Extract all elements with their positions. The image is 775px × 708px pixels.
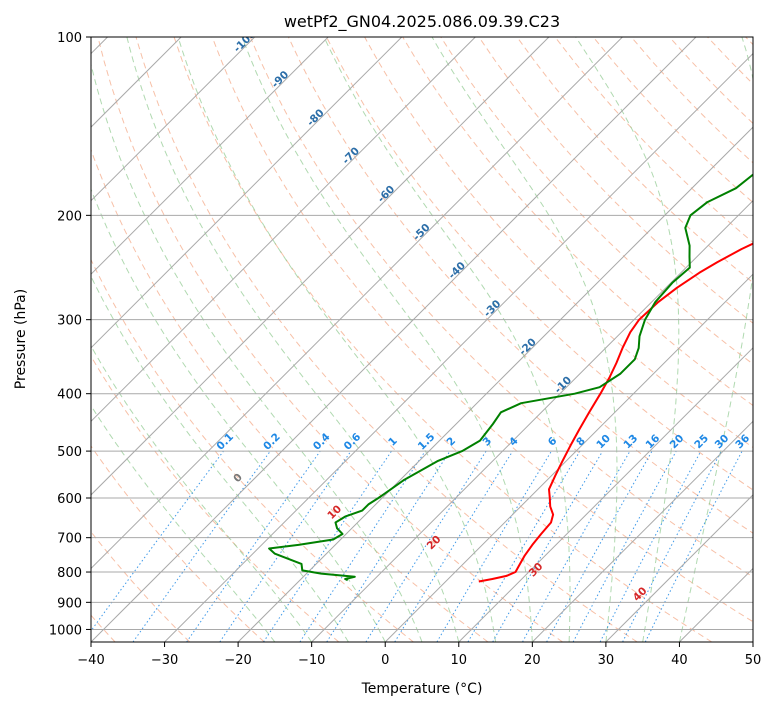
x-tick-label: 30: [598, 653, 615, 668]
dry-adiabat: [135, 37, 638, 642]
moist-adiabat: [91, 275, 349, 642]
moist-adiabat: [91, 62, 423, 642]
chart-title: wetPf2_GN04.2025.086.09.39.C23: [284, 12, 560, 32]
isotherm: [91, 37, 403, 349]
moist-adiabat: [91, 404, 276, 642]
moist-adiabat: [575, 37, 680, 642]
x-tick-label: 20: [524, 653, 541, 668]
mixing-ratio-line: [394, 450, 514, 642]
x-tick-label: −30: [151, 653, 178, 668]
mixing-ratio-line: [186, 450, 321, 642]
y-tick-label: 300: [57, 314, 82, 329]
isotherm: [605, 494, 753, 642]
isotherm: [237, 126, 753, 642]
x-axis-label: Temperature (°C): [361, 681, 483, 697]
mixing-ratio-line: [132, 450, 271, 642]
plot-area: 0.1 0.2 0.4 0.6 1 1.5 2 3 4 6 8 10 13 16 20 25 30 36-100-…: [91, 37, 753, 642]
isotherm: [91, 37, 623, 570]
isotherm: [91, 37, 697, 642]
moist-adiabat: [323, 37, 571, 642]
sounding-series: [268, 173, 753, 583]
dry-adiabat: [287, 37, 753, 534]
moist-adiabat: [241, 37, 533, 642]
isotherm: [531, 420, 753, 642]
dewpoint-profile: [268, 173, 753, 582]
mixing-ratio-line: [644, 450, 743, 642]
y-tick-label: 700: [57, 532, 82, 547]
moist-adiabat: [126, 37, 460, 642]
x-tick-label: −10: [298, 653, 325, 668]
y-tick-label: 400: [57, 388, 82, 403]
mixing-ratio-line: [326, 450, 451, 642]
x-tick-label: 10: [451, 653, 468, 668]
isotherms: [91, 37, 753, 642]
dry-adiabat: [91, 445, 265, 642]
mixing-ratio-lines: [91, 450, 743, 642]
y-axis: 100 200 300 400 500 600 700 800 900 1000: [49, 31, 91, 638]
y-axis-label: Pressure (hPa): [13, 289, 29, 389]
dry-adiabat: [326, 37, 753, 491]
dry-adiabat: [211, 37, 753, 623]
moist-adiabat: [678, 37, 753, 642]
isotherm: [91, 37, 256, 202]
moist-adiabat: [431, 37, 618, 642]
plot-frame: [90, 36, 754, 643]
y-tick-label: 200: [57, 209, 82, 224]
moist-adiabat: [91, 188, 386, 642]
dry-adiabat: [91, 258, 414, 642]
mixing-ratio-line: [546, 450, 653, 642]
y-tick-label: 800: [57, 566, 82, 581]
dry-adiabat: [173, 37, 713, 642]
isotherm: [91, 37, 476, 423]
mixing-ratio-line: [263, 450, 392, 642]
isotherm: [458, 347, 753, 642]
mixing-ratio-line: [299, 450, 426, 642]
moist-adiabats: [91, 37, 753, 642]
isotherm: [91, 37, 550, 496]
moist-adiabat: [177, 37, 497, 642]
isotherm: [384, 273, 753, 642]
dry-adiabats: [91, 37, 753, 642]
x-axis: −40 −30 −20 −10 0 10 20 30 40 50: [77, 642, 761, 668]
mixing-ratio-line: [572, 450, 677, 642]
y-tick-label: 900: [57, 596, 82, 611]
dry-adiabat: [97, 37, 563, 642]
isobars: [91, 37, 753, 630]
x-tick-label: 40: [671, 653, 688, 668]
y-tick-label: 100: [57, 31, 82, 46]
plot-background: [91, 37, 753, 642]
isotherm: [91, 37, 329, 275]
dry-adiabat: [249, 37, 753, 578]
mixing-ratio-line: [219, 450, 352, 642]
mixing-ratio-line: [91, 450, 224, 632]
isotherm: [311, 199, 753, 642]
x-tick-label: −40: [77, 653, 104, 668]
y-tick-label: 500: [57, 445, 82, 460]
x-tick-label: 0: [381, 653, 389, 668]
y-tick-label: 600: [57, 492, 82, 507]
temperature-profile: [478, 242, 753, 583]
dry-adiabat: [91, 355, 340, 642]
x-tick-label: −20: [224, 653, 251, 668]
x-tick-label: 50: [745, 653, 762, 668]
y-tick-label: 1000: [49, 623, 82, 638]
mixing-ratio-line: [522, 450, 631, 642]
isotherm: [164, 52, 753, 642]
